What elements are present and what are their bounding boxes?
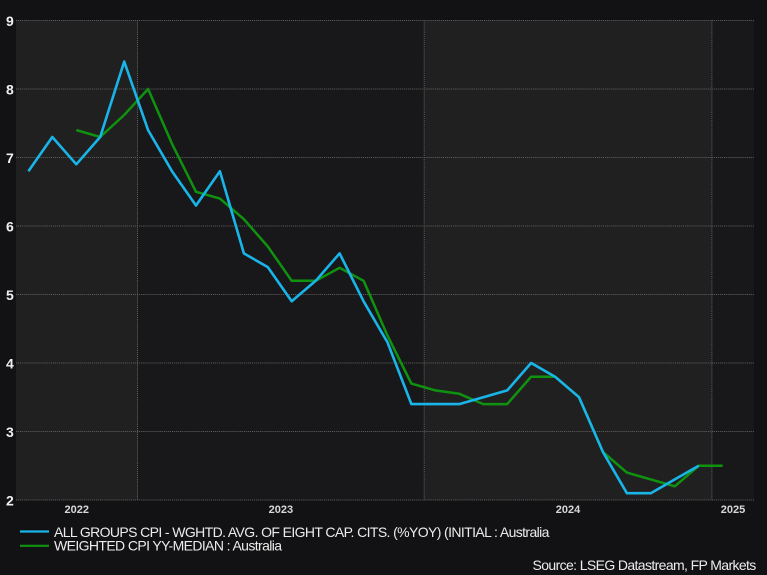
- svg-text:Source: LSEG Datastream, FP Ma: Source: LSEG Datastream, FP Markets: [533, 557, 757, 573]
- svg-text:WEIGHTED CPI YY-MEDIAN : Austr: WEIGHTED CPI YY-MEDIAN : Australia: [54, 538, 282, 554]
- svg-text:6: 6: [6, 219, 14, 235]
- svg-text:3: 3: [6, 424, 14, 440]
- svg-text:ALL GROUPS CPI - WGHTD. AVG. O: ALL GROUPS CPI - WGHTD. AVG. OF EIGHT CA…: [54, 524, 550, 540]
- svg-text:7: 7: [6, 150, 14, 166]
- svg-text:2022: 2022: [65, 504, 89, 516]
- svg-text:5: 5: [6, 287, 14, 303]
- svg-text:9: 9: [6, 13, 14, 29]
- svg-text:8: 8: [6, 82, 14, 98]
- svg-text:2024: 2024: [556, 504, 581, 516]
- svg-text:2: 2: [6, 493, 14, 509]
- svg-text:2023: 2023: [269, 504, 293, 516]
- svg-text:2025: 2025: [721, 504, 745, 516]
- svg-text:4: 4: [6, 356, 14, 372]
